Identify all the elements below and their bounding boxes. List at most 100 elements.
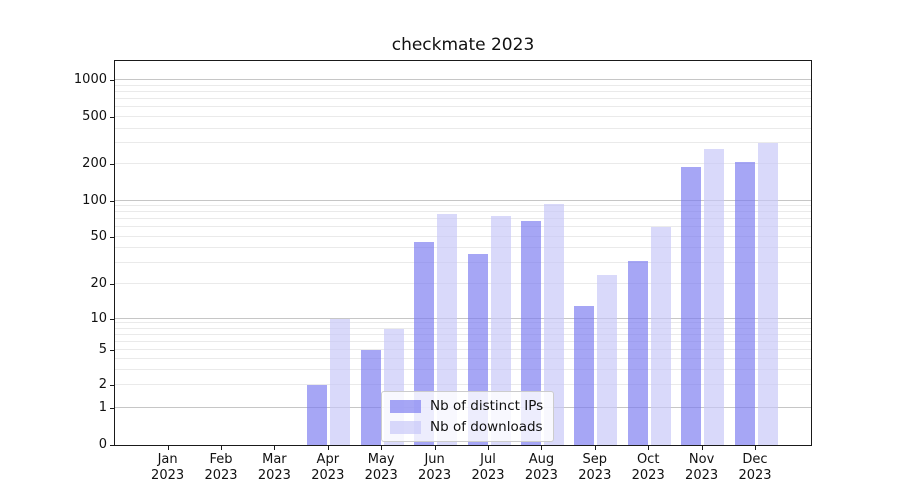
gridline-minor bbox=[115, 262, 811, 264]
bar-nb-of-distinct-ips-may bbox=[360, 350, 381, 445]
gridline-minor bbox=[115, 205, 811, 207]
x-tick-mark bbox=[434, 446, 436, 450]
y-tick-label-10: 10 bbox=[90, 310, 107, 326]
x-tick-label-oct: Oct 2023 bbox=[631, 452, 665, 483]
y-tick-label-5: 5 bbox=[98, 342, 107, 357]
x-tick-mark bbox=[755, 446, 756, 450]
y-tick-label-100: 100 bbox=[82, 192, 107, 208]
legend: Nb of distinct IPs Nb of downloads bbox=[381, 391, 555, 442]
y-tick-label-0: 0 bbox=[98, 437, 107, 452]
x-tick-label-feb: Feb 2023 bbox=[204, 452, 238, 483]
bar-nb-of-downloads-jun bbox=[437, 213, 458, 445]
grid-layer bbox=[115, 61, 811, 445]
x-tick-mark bbox=[221, 446, 222, 450]
gridline-minor bbox=[115, 163, 811, 165]
gridline-major bbox=[115, 317, 811, 319]
x-tick-mark bbox=[381, 446, 383, 450]
bar-nb-of-downloads-nov bbox=[704, 148, 725, 445]
gridline-minor bbox=[115, 116, 811, 117]
legend-swatch-downloads bbox=[390, 420, 421, 434]
gridline-minor bbox=[115, 218, 811, 220]
gridline-minor bbox=[115, 235, 811, 237]
x-tick-mark bbox=[167, 446, 169, 450]
y-tick-mark bbox=[110, 318, 114, 320]
x-tick-mark bbox=[701, 446, 703, 450]
x-tick-label-dec: Dec 2023 bbox=[738, 452, 772, 483]
x-tick-mark bbox=[274, 446, 276, 450]
y-tick-mark bbox=[110, 408, 114, 409]
gridline-minor bbox=[115, 106, 811, 108]
legend-swatch-distinct-ips bbox=[390, 399, 421, 413]
bar-layer bbox=[115, 61, 811, 445]
y-tick-label-50: 50 bbox=[90, 228, 107, 244]
y-tick-mark bbox=[110, 80, 114, 82]
y-tick-mark bbox=[110, 200, 114, 202]
x-tick-label-jul: Jul 2023 bbox=[471, 452, 505, 483]
gridline-minor bbox=[115, 357, 811, 359]
x-tick-label-mar: Mar 2023 bbox=[257, 452, 291, 483]
gridline-minor bbox=[115, 91, 811, 93]
gridline-minor bbox=[115, 327, 811, 329]
bar-nb-of-downloads-jul bbox=[490, 215, 511, 445]
x-tick-label-nov: Nov 2023 bbox=[685, 452, 719, 483]
x-tick-mark bbox=[327, 446, 329, 450]
y-tick-label-200: 200 bbox=[82, 156, 107, 172]
x-tick-label-sep: Sep 2023 bbox=[578, 452, 612, 483]
gridline-minor bbox=[115, 283, 811, 285]
gridline-minor bbox=[115, 226, 811, 228]
y-tick-mark bbox=[110, 236, 114, 238]
gridline-minor bbox=[115, 384, 811, 386]
bar-nb-of-distinct-ips-nov bbox=[681, 166, 702, 445]
gridline-minor bbox=[115, 368, 811, 370]
legend-label-downloads: Nb of downloads bbox=[430, 419, 543, 435]
y-tick-mark bbox=[110, 445, 114, 446]
x-tick-label-aug: Aug 2023 bbox=[524, 452, 558, 483]
x-tick-mark bbox=[488, 446, 489, 450]
y-tick-label-500: 500 bbox=[82, 109, 107, 124]
gridline-minor bbox=[115, 333, 811, 335]
y-tick-mark bbox=[110, 164, 114, 166]
y-tick-label-2: 2 bbox=[98, 377, 107, 393]
y-tick-label-1000: 1000 bbox=[73, 72, 107, 88]
gridline-minor bbox=[115, 211, 811, 213]
bar-nb-of-distinct-ips-apr bbox=[307, 385, 328, 445]
gridline-minor bbox=[115, 84, 811, 86]
gridline-major bbox=[115, 199, 811, 201]
y-tick-mark bbox=[110, 117, 114, 118]
y-tick-label-20: 20 bbox=[90, 276, 107, 292]
y-tick-mark bbox=[110, 284, 114, 286]
legend-row-distinct-ips: Nb of distinct IPs bbox=[390, 398, 543, 414]
gridline-minor bbox=[115, 349, 811, 350]
bar-nb-of-downloads-sep bbox=[597, 274, 618, 445]
x-tick-mark bbox=[594, 446, 596, 450]
bar-nb-of-distinct-ips-dec bbox=[734, 161, 755, 445]
gridline-minor bbox=[115, 98, 811, 100]
gridline-minor bbox=[115, 340, 811, 342]
gridline-minor bbox=[115, 322, 811, 324]
bar-nb-of-distinct-ips-aug bbox=[520, 220, 541, 445]
bar-nb-of-distinct-ips-sep bbox=[574, 305, 595, 445]
bar-nb-of-downloads-oct bbox=[650, 227, 671, 445]
bar-nb-of-distinct-ips-oct bbox=[627, 261, 648, 445]
x-tick-mark bbox=[541, 446, 543, 450]
legend-label-distinct-ips: Nb of distinct IPs bbox=[430, 398, 544, 414]
bar-nb-of-downloads-dec bbox=[757, 143, 778, 445]
y-tick-mark bbox=[110, 350, 114, 351]
x-tick-mark bbox=[648, 446, 650, 450]
y-tick-label-1: 1 bbox=[98, 400, 107, 415]
gridline-major bbox=[115, 79, 811, 81]
gridline-minor bbox=[115, 247, 811, 249]
x-tick-label-apr: Apr 2023 bbox=[311, 452, 345, 483]
chart-title: checkmate 2023 bbox=[391, 35, 535, 55]
gridline-minor bbox=[115, 142, 811, 144]
x-tick-label-may: May 2023 bbox=[364, 452, 398, 483]
x-tick-label-jun: Jun 2023 bbox=[418, 452, 452, 483]
gridline-minor bbox=[115, 127, 811, 129]
y-tick-mark bbox=[110, 385, 114, 387]
bar-nb-of-downloads-apr bbox=[330, 318, 351, 445]
x-tick-label-jan: Jan 2023 bbox=[151, 452, 185, 483]
bar-nb-of-downloads-aug bbox=[543, 204, 564, 445]
legend-row-downloads: Nb of downloads bbox=[390, 419, 543, 435]
plot-area: Nb of distinct IPs Nb of downloads bbox=[114, 60, 812, 446]
